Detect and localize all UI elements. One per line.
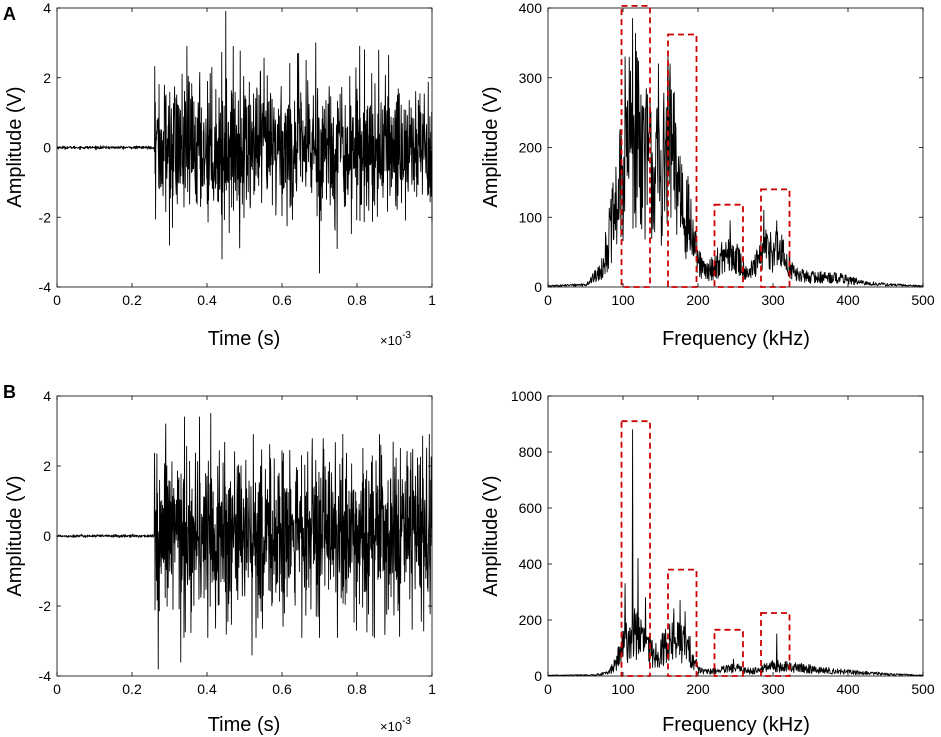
spectrum-trace <box>547 429 924 677</box>
x-tick-label: 400 <box>836 681 860 697</box>
highlight-boxes <box>620 5 791 288</box>
x-exponent-label: ×10-3 <box>380 330 411 348</box>
data-line <box>547 429 924 677</box>
y-tick-label: 0 <box>534 279 542 295</box>
highlight-box <box>667 568 698 677</box>
x-exponent-label: ×10-3 <box>380 716 411 734</box>
data-line <box>56 413 433 670</box>
x-tick-label: 0.4 <box>197 292 217 308</box>
x-ticks: 0 0.2 0.4 0.6 0.8 1 <box>53 8 436 308</box>
y-axis-label: Amplitude (V) <box>4 475 26 596</box>
chart-a-time: 0 0.2 0.4 0.6 0.8 1 -4 -2 0 2 4 Time (s) Amplitud… <box>4 0 436 350</box>
x-tick-label: 500 <box>911 681 935 697</box>
x-tick-label: 0 <box>53 292 61 308</box>
x-tick-label: 300 <box>761 681 785 697</box>
x-axis-label: Time (s) <box>208 714 281 736</box>
x-tick-label: 0.8 <box>347 681 367 697</box>
y-tick-label: 600 <box>519 500 543 516</box>
y-ticks: 0 100 200 300 400 <box>519 0 923 295</box>
y-ticks: -4 -2 0 2 4 <box>39 0 432 295</box>
x-tick-label: 0 <box>544 681 552 697</box>
x-exponent-base: ×10 <box>380 333 402 348</box>
x-tick-label: 0.6 <box>272 292 292 308</box>
y-axis-label: Amplitude (V) <box>480 86 502 207</box>
y-tick-label: 0 <box>534 668 542 684</box>
y-tick-label: 100 <box>519 209 543 225</box>
signal-trace <box>56 413 433 670</box>
y-axis-label: Amplitude (V) <box>4 86 26 207</box>
chart-b-frequency: 0 100 200 300 400 500 0 200 400 600 800 1000 Frequ… <box>480 388 935 736</box>
highlight-box <box>667 33 698 288</box>
y-tick-label: -4 <box>39 279 52 295</box>
x-axis-label: Frequency (kHz) <box>662 328 810 350</box>
y-axis-label: Amplitude (V) <box>480 475 502 596</box>
y-ticks: 0 200 400 600 800 1000 <box>511 388 923 684</box>
y-tick-label: 300 <box>519 70 543 86</box>
y-ticks: -4 -2 0 2 4 <box>39 388 432 684</box>
panel-letter-a: A <box>3 4 16 24</box>
y-tick-label: 2 <box>43 458 51 474</box>
y-tick-label: -2 <box>39 598 52 614</box>
x-ticks: 0 100 200 300 400 500 <box>544 396 935 697</box>
y-tick-label: 400 <box>519 0 543 16</box>
x-axis-label: Frequency (kHz) <box>662 714 810 736</box>
panel-letter-b: B <box>3 382 16 402</box>
y-tick-label: 0 <box>43 528 51 544</box>
x-tick-label: 100 <box>611 681 635 697</box>
chart-a-frequency: 0 100 200 300 400 500 0 100 200 300 400 Frequency… <box>480 0 935 350</box>
x-exponent-base: ×10 <box>380 719 402 734</box>
y-tick-label: 4 <box>43 388 51 404</box>
x-tick-label: 0.8 <box>347 292 367 308</box>
x-exponent-power: -3 <box>402 330 411 341</box>
x-ticks: 0 0.2 0.4 0.6 0.8 1 <box>53 396 436 697</box>
y-tick-label: 0 <box>43 140 51 156</box>
highlight-box <box>620 420 651 677</box>
y-tick-label: 400 <box>519 556 543 572</box>
highlight-box <box>760 612 791 677</box>
y-tick-label: 2 <box>43 70 51 86</box>
x-tick-label: 200 <box>686 681 710 697</box>
x-exponent-power: -3 <box>402 716 411 727</box>
x-tick-label: 0.4 <box>197 681 217 697</box>
x-tick-label: 0 <box>544 292 552 308</box>
x-tick-label: 500 <box>911 292 935 308</box>
x-axis-label: Time (s) <box>208 328 281 350</box>
y-tick-label: 4 <box>43 0 51 16</box>
y-tick-label: 800 <box>519 444 543 460</box>
highlight-boxes <box>620 420 791 677</box>
x-tick-label: 400 <box>836 292 860 308</box>
highlight-box <box>760 188 791 288</box>
x-tick-label: 100 <box>611 292 635 308</box>
highlight-box <box>620 5 651 288</box>
x-tick-label: 1 <box>428 681 436 697</box>
y-tick-label: -4 <box>39 668 52 684</box>
x-tick-label: 0.2 <box>122 681 142 697</box>
x-tick-label: 0 <box>53 681 61 697</box>
x-tick-label: 0.6 <box>272 681 292 697</box>
y-tick-label: 200 <box>519 140 543 156</box>
x-tick-label: 0.2 <box>122 292 142 308</box>
data-line <box>56 11 433 274</box>
x-tick-label: 200 <box>686 292 710 308</box>
spectrum-trace <box>547 18 924 288</box>
x-tick-label: 300 <box>761 292 785 308</box>
y-tick-label: -2 <box>39 209 52 225</box>
highlight-box <box>713 203 744 288</box>
y-tick-label: 1000 <box>511 388 542 404</box>
chart-b-time: 0 0.2 0.4 0.6 0.8 1 -4 -2 0 2 4 Time (s) Amplitud… <box>4 388 436 736</box>
highlight-box <box>713 628 744 677</box>
signal-trace <box>56 11 433 274</box>
x-ticks: 0 100 200 300 400 500 <box>544 8 935 308</box>
y-tick-label: 200 <box>519 612 543 628</box>
x-tick-label: 1 <box>428 292 436 308</box>
axes-box <box>547 7 924 288</box>
data-line <box>547 18 924 288</box>
axes-box <box>547 395 924 677</box>
